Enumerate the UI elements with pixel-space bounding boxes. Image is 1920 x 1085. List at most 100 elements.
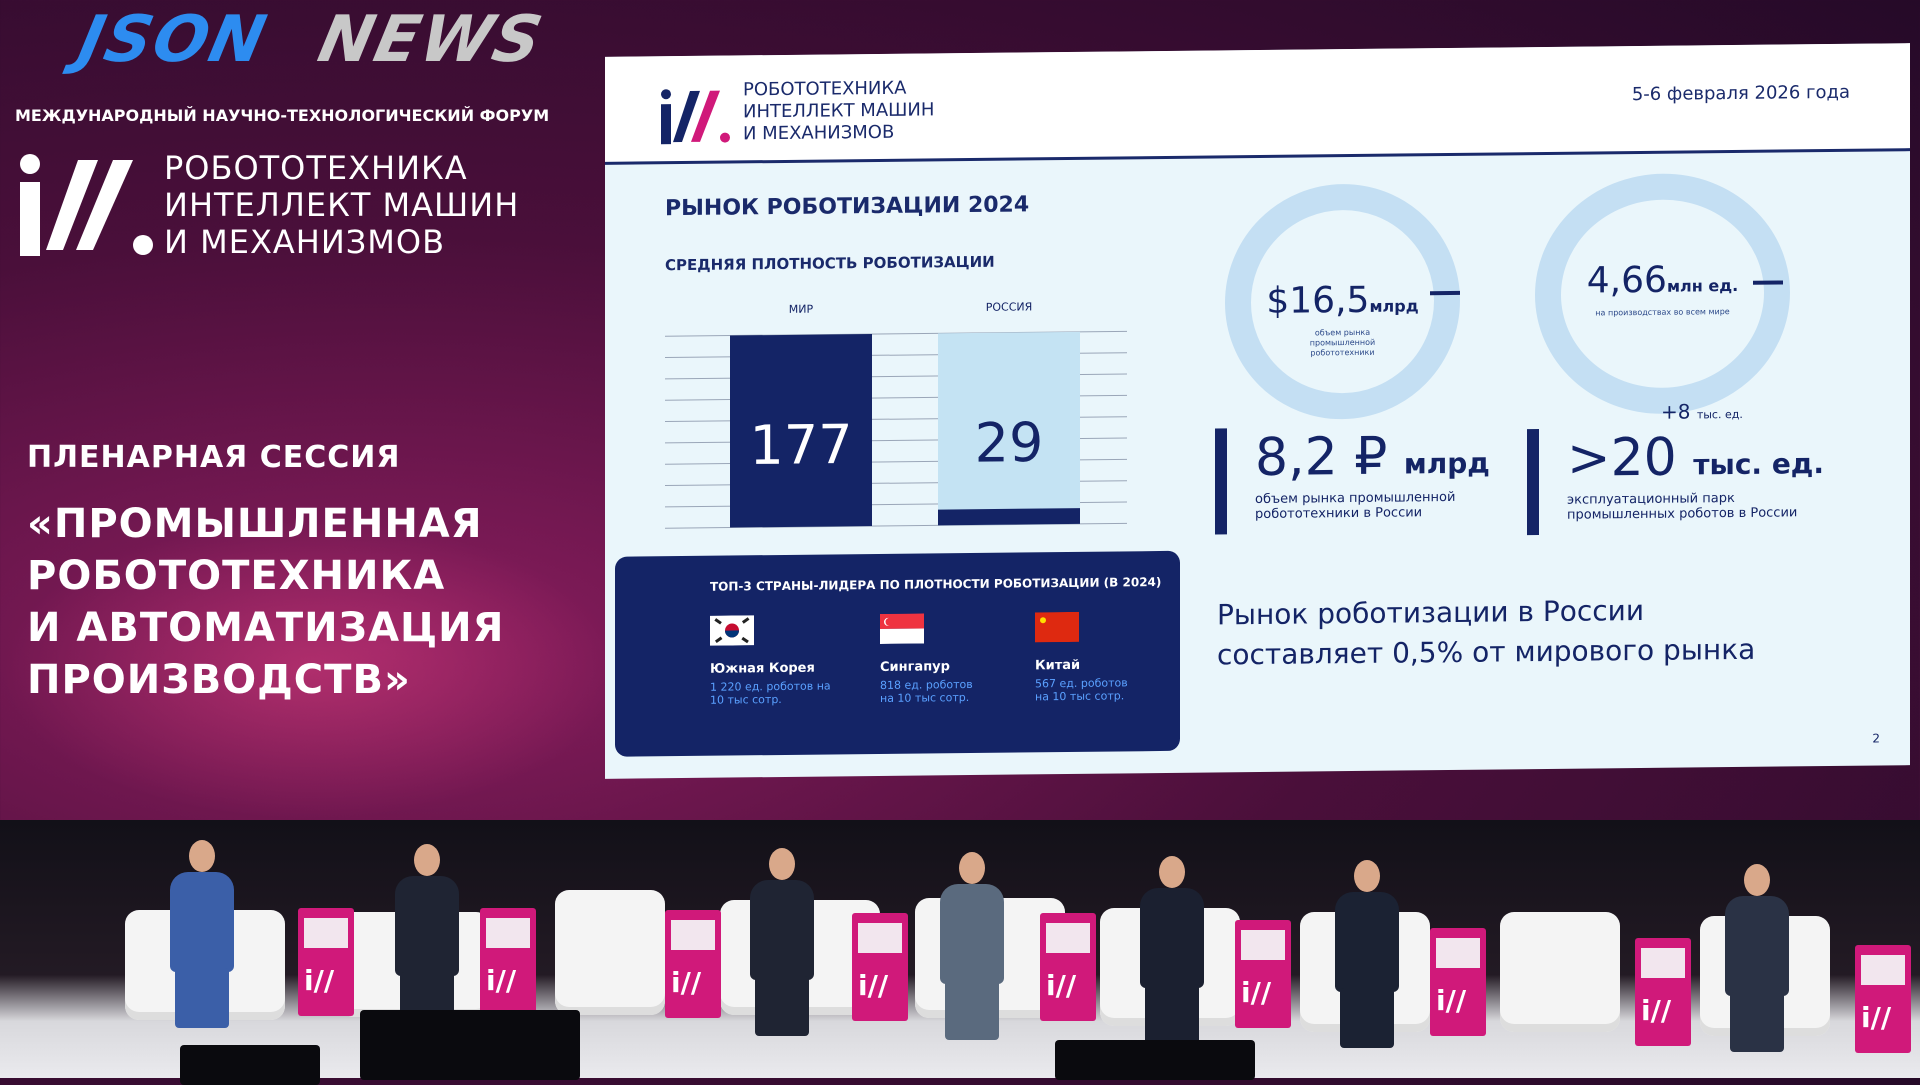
forum-logo-icon: i// xyxy=(486,964,517,997)
speaker-legs xyxy=(1730,992,1784,1052)
background-glow xyxy=(0,520,620,820)
ring-value: 4,66 xyxy=(1586,259,1667,302)
forum-title: РОБОТОТЕХНИКА ИНТЕЛЛЕКТ МАШИН И МЕХАНИЗМ… xyxy=(164,150,519,261)
speaker-nameplate-stand: i// xyxy=(1235,920,1291,1028)
speaker-body xyxy=(750,880,814,980)
slide-date: 5-6 февраля 2026 года xyxy=(1631,81,1850,106)
session-label: ПЛЕНАРНАЯ СЕССИЯ xyxy=(27,440,401,475)
forum-logo-icon: i// xyxy=(1436,984,1467,1017)
speaker-head xyxy=(189,840,215,872)
stat-increase-value: +8 xyxy=(1661,399,1691,424)
country-name: Южная Корея xyxy=(710,660,815,677)
sofa xyxy=(1500,912,1620,1032)
stat-desc: робототехники в России xyxy=(1255,505,1423,523)
stat-value: 8,2 ₽ xyxy=(1255,426,1388,489)
forum-logo-icon xyxy=(20,154,153,256)
speaker-body xyxy=(170,872,234,972)
country-china: Китай 567 ед. роботов на 10 тыс сотр. xyxy=(1035,611,1175,703)
stage-monitor xyxy=(180,1045,320,1085)
forum-logo-icon: i// xyxy=(304,964,335,997)
forum-logo-icon: i// xyxy=(1046,969,1077,1002)
page-number: 2 xyxy=(1872,731,1880,746)
speaker-nameplate-stand: i// xyxy=(1855,945,1911,1053)
stat-increase-unit: тыс. ед. xyxy=(1696,407,1743,422)
bar-russia xyxy=(938,508,1080,526)
nameplate xyxy=(1641,948,1685,978)
top3-panel: ТОП-3 СТРАНЫ-ЛИДЕРА ПО ПЛОТНОСТИ РОБОТИЗ… xyxy=(615,550,1180,757)
bar-category-label: РОССИЯ xyxy=(986,300,1033,313)
ring-value: $16,5 xyxy=(1266,279,1370,322)
speaker-head xyxy=(769,848,795,880)
speaker-nameplate-stand: i// xyxy=(1430,928,1486,1036)
ring-market-volume: $16,5млрд объем рынка промышленной робот… xyxy=(1225,182,1460,421)
slide-title: РЫНОК РОБОТИЗАЦИИ 2024 xyxy=(665,192,1030,222)
speaker-body xyxy=(1725,896,1789,996)
nameplate xyxy=(671,920,715,950)
country-south-korea: Южная Корея 1 220 ед. роботов на 10 тыс с… xyxy=(710,614,860,707)
chart-title: СРЕДНЯЯ ПЛОТНОСТЬ РОБОТИЗАЦИИ xyxy=(665,252,995,275)
singapore-flag-icon xyxy=(880,613,924,644)
nameplate xyxy=(1046,923,1090,953)
stat-value: >20 xyxy=(1567,427,1677,489)
country-name: Китай xyxy=(1035,657,1081,674)
nameplate xyxy=(1861,955,1905,985)
speaker-body xyxy=(1140,888,1204,988)
top3-title: ТОП-3 СТРАНЫ-ЛИДЕРА ПО ПЛОТНОСТИ РОБОТИЗ… xyxy=(710,575,1162,594)
stat-russia-market: 8,2 ₽ млрд объем рынка промышленной робот… xyxy=(1215,425,1490,535)
slide-conclusion: Рынок роботизации в России составляет 0,… xyxy=(1217,590,1755,676)
stat-desc: промышленных роботов в России xyxy=(1567,505,1798,523)
speaker-nameplate-stand: i// xyxy=(852,913,908,1021)
watermark-logo: JSON NEWS xyxy=(72,3,600,88)
stat-desc: объем рынка промышленной xyxy=(1255,489,1456,508)
slide-brand-line: ИНТЕЛЛЕКТ МАШИН xyxy=(743,99,935,123)
presentation-slide: РОБОТОТЕХНИКА ИНТЕЛЛЕКТ МАШИН И МЕХАНИЗМ… xyxy=(605,43,1910,779)
slide-header: РОБОТОТЕХНИКА ИНТЕЛЛЕКТ МАШИН И МЕХАНИЗМ… xyxy=(605,43,1910,165)
speaker-head xyxy=(1354,860,1380,892)
country-value: 10 тыс сотр. xyxy=(710,692,782,707)
slide-logo-icon xyxy=(661,89,730,145)
ring-dash xyxy=(1430,290,1460,296)
speaker-body xyxy=(1335,892,1399,992)
forum-title-line: РОБОТОТЕХНИКА xyxy=(164,149,468,187)
nameplate xyxy=(858,923,902,953)
ring-desc: на производствах во всем мире xyxy=(1595,307,1730,318)
stat-russia-fleet: >20 тыс. ед. эксплуатационный парк промыш… xyxy=(1527,399,1825,536)
nameplate xyxy=(304,918,348,948)
speaker-body xyxy=(395,876,459,976)
speaker-nameplate-stand: i// xyxy=(480,908,536,1016)
bar-world xyxy=(730,334,872,528)
speaker-head xyxy=(1159,856,1185,888)
speaker-legs xyxy=(945,980,999,1040)
ring-unit: млн ед. xyxy=(1666,275,1739,296)
speaker-nameplate-stand: i// xyxy=(1635,938,1691,1046)
speaker-nameplate-stand: i// xyxy=(1040,913,1096,1021)
country-value: на 10 тыс сотр. xyxy=(1035,689,1125,704)
slide-brand-line: РОБОТОТЕХНИКА xyxy=(743,77,907,101)
stat-unit: млрд xyxy=(1403,446,1490,481)
speaker-head xyxy=(1744,864,1770,896)
session-title-line: ПРОИЗВОДСТВ» xyxy=(27,657,411,703)
speaker-head xyxy=(414,844,440,876)
south-korea-flag-icon xyxy=(710,615,754,646)
stage-monitor xyxy=(1055,1040,1255,1080)
ring-dash xyxy=(1753,280,1783,285)
ring-desc: объем рынка промышленной робототехники xyxy=(1309,327,1376,358)
nameplate xyxy=(486,918,530,948)
conclusion-line: Рынок роботизации в России xyxy=(1217,593,1645,632)
forum-title-line: И МЕХАНИЗМОВ xyxy=(164,223,446,261)
china-flag-icon xyxy=(1035,611,1079,643)
forum-logo-icon: i// xyxy=(1241,976,1272,1009)
watermark-line1: JSON xyxy=(72,3,274,77)
forum-logo-icon: i// xyxy=(858,969,889,1002)
speaker-head xyxy=(959,852,985,884)
stat-increase: +8 тыс. ед. xyxy=(1661,399,1743,424)
watermark-line2: NEWS xyxy=(312,3,550,77)
bar-value-label: 29 xyxy=(975,411,1044,475)
slide-brand-line: И МЕХАНИЗМОВ xyxy=(743,121,895,145)
country-singapore: Сингапур 818 ед. роботов на 10 тыс сотр. xyxy=(880,612,1030,705)
speaker-nameplate-stand: i// xyxy=(665,910,721,1018)
forum-logo-icon: i// xyxy=(671,966,702,999)
ring-robots-count: 4,66млн ед. на производствах во всем мир… xyxy=(1535,172,1790,416)
stat-unit: тыс. ед. xyxy=(1693,447,1825,482)
bar-category-label: МИР xyxy=(789,303,814,316)
